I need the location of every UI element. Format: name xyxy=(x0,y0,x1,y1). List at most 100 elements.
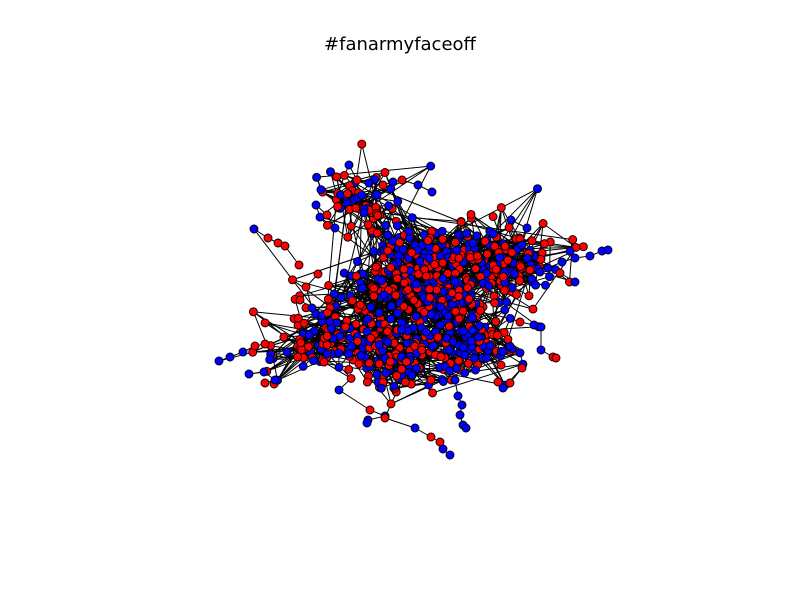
graph-node-blue xyxy=(536,322,546,332)
graph-node-blue xyxy=(362,327,372,336)
graph-node-blue xyxy=(393,308,403,318)
graph-node-blue xyxy=(398,245,408,255)
graph-node-blue xyxy=(336,293,346,303)
graph-node-red xyxy=(466,209,476,219)
graph-node-red xyxy=(425,284,434,294)
graph-node-blue xyxy=(557,257,567,267)
graph-node-red xyxy=(260,318,270,328)
graph-edge xyxy=(338,389,371,411)
graph-node-red xyxy=(395,238,404,248)
graph-node-blue xyxy=(505,313,515,323)
graph-node-blue xyxy=(426,161,436,171)
graph-node-red xyxy=(400,377,410,387)
graph-node-blue xyxy=(347,341,356,351)
graph-node-red xyxy=(397,175,407,185)
graph-node-blue xyxy=(249,224,259,234)
graph-node-blue xyxy=(468,238,478,248)
graph-node-blue xyxy=(498,346,508,356)
graph-node-red xyxy=(352,175,362,185)
graph-node-blue xyxy=(304,330,314,340)
graph-node-blue xyxy=(498,383,508,393)
graph-node-red xyxy=(399,264,409,274)
graph-node-red xyxy=(491,317,501,326)
graph-node-blue xyxy=(438,377,448,386)
graph-node-blue xyxy=(386,314,396,324)
graph-node-blue xyxy=(307,303,317,313)
graph-node-blue xyxy=(421,327,431,337)
graph-node-blue xyxy=(322,349,332,359)
graph-node-red xyxy=(373,211,383,220)
graph-node-red xyxy=(383,327,392,336)
graph-node-blue xyxy=(500,305,510,315)
graph-node-blue xyxy=(489,229,499,239)
graph-node-blue xyxy=(410,423,420,433)
graph-node-red xyxy=(456,217,466,227)
graph-edge xyxy=(394,381,444,389)
graph-node-blue xyxy=(374,340,384,350)
graph-node-red xyxy=(343,232,353,242)
graph-node-blue xyxy=(259,367,269,377)
graph-node-red xyxy=(492,330,502,340)
graph-edge xyxy=(344,174,462,223)
graph-node-blue xyxy=(330,223,340,233)
graph-node-red xyxy=(385,357,395,367)
graph-node-red xyxy=(351,203,361,213)
graph-node-blue xyxy=(471,365,480,375)
graph-node-red xyxy=(473,251,482,261)
graph-node-red xyxy=(426,375,436,385)
graph-node-blue xyxy=(460,350,470,360)
graph-node-blue xyxy=(407,370,417,380)
graph-node-blue xyxy=(372,190,382,200)
graph-node-red xyxy=(386,263,396,272)
graph-node-red xyxy=(454,356,464,366)
graph-node-red xyxy=(383,246,393,256)
graph-node-red xyxy=(503,334,513,344)
graph-node-blue xyxy=(458,326,468,336)
graph-node-red xyxy=(426,432,436,442)
graph-node-red xyxy=(444,321,454,331)
graph-node-red xyxy=(488,212,498,222)
graph-node-blue xyxy=(460,368,470,378)
graph-edge xyxy=(253,228,293,281)
graph-node-red xyxy=(397,364,407,374)
graph-node-red xyxy=(319,357,329,367)
graph-node-red xyxy=(436,352,446,362)
graph-node-blue xyxy=(510,269,520,279)
graph-node-red xyxy=(451,306,460,316)
graph-edge xyxy=(218,351,253,362)
graph-node-red xyxy=(503,255,513,265)
graph-node-red xyxy=(490,241,500,251)
graph-node-red xyxy=(343,189,352,199)
graph-node-blue xyxy=(466,336,476,346)
graph-node-blue xyxy=(366,302,376,312)
graph-node-red xyxy=(438,234,448,244)
graph-node-blue xyxy=(448,337,458,347)
graph-node-red xyxy=(344,364,354,374)
graph-node-blue xyxy=(533,184,542,194)
graph-node-blue xyxy=(570,277,580,287)
graph-node-red xyxy=(403,285,413,295)
graph-edge xyxy=(384,417,416,429)
graph-node-red xyxy=(500,241,510,251)
graph-node-blue xyxy=(415,256,425,266)
graph-node-red xyxy=(301,282,311,292)
graph-node-blue xyxy=(535,267,545,277)
graph-node-red xyxy=(322,331,332,341)
graph-node-red xyxy=(499,286,509,296)
graph-node-red xyxy=(364,358,374,368)
graph-node-blue xyxy=(565,246,575,256)
graph-node-red xyxy=(324,280,334,290)
graph-node-blue xyxy=(457,400,467,410)
graph-node-red xyxy=(496,203,506,213)
graph-node-red xyxy=(433,332,443,342)
graph-node-red xyxy=(362,377,372,387)
graph-node-blue xyxy=(462,229,472,239)
graph-node-blue xyxy=(384,201,394,211)
graph-node-red xyxy=(339,170,349,180)
graph-edge xyxy=(504,282,530,297)
graph-edge xyxy=(432,363,524,394)
graph-node-red xyxy=(458,306,468,316)
graph-node-blue xyxy=(316,185,326,195)
graph-node-blue xyxy=(356,351,366,360)
